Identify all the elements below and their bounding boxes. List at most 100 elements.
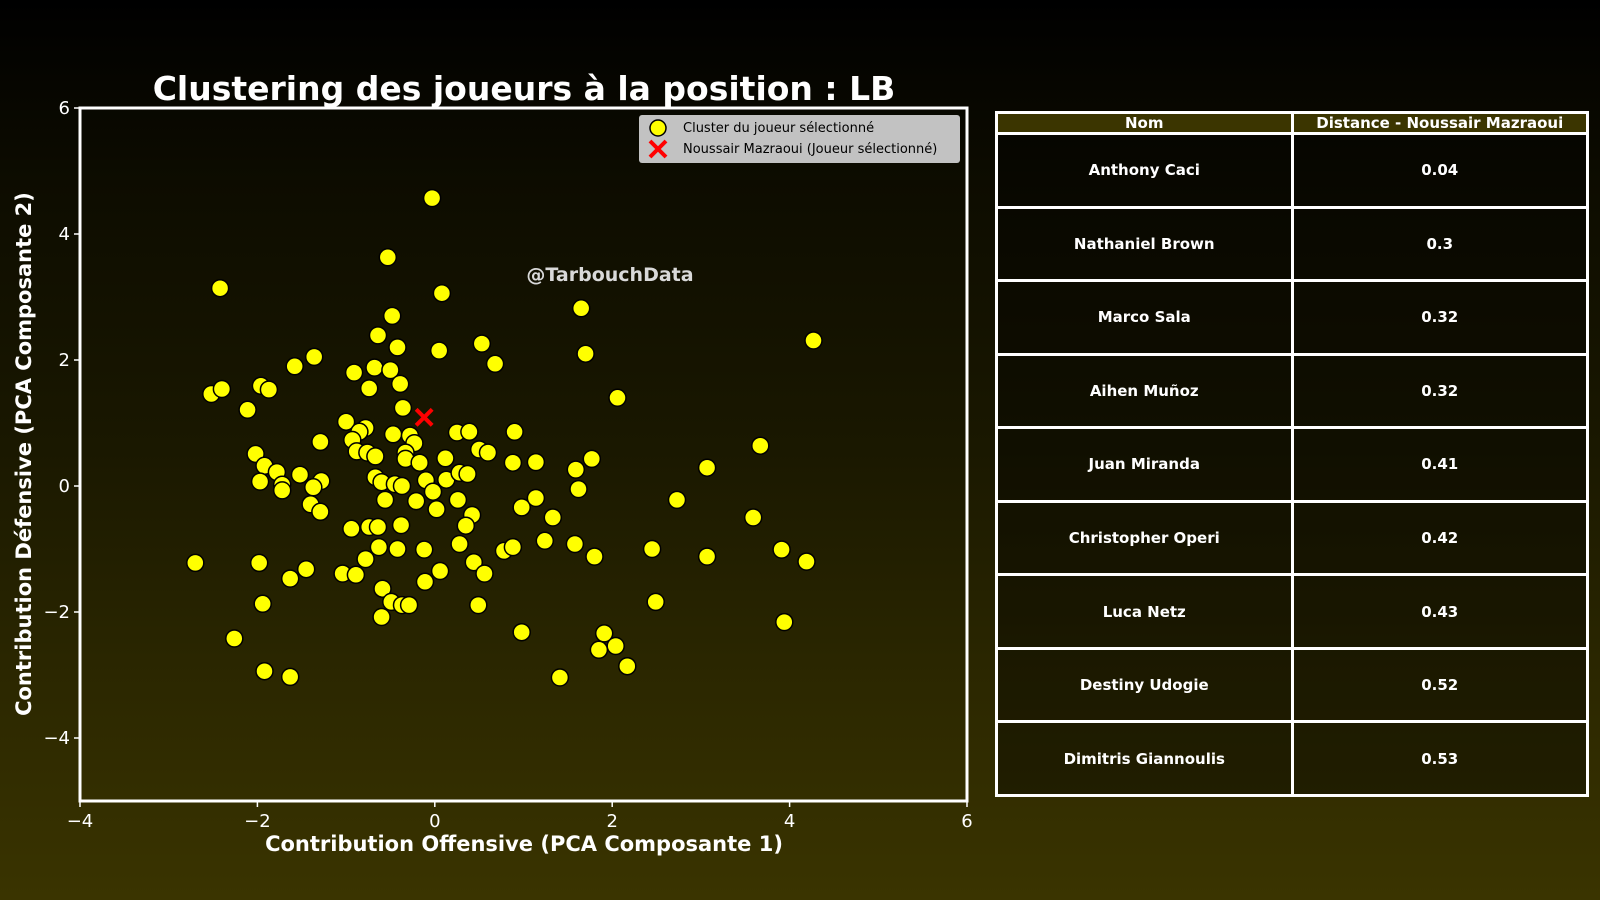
player-distance: 0.43 xyxy=(1290,573,1589,650)
cluster-point xyxy=(304,347,324,367)
cluster-point xyxy=(543,508,563,527)
cluster-point xyxy=(460,422,479,442)
player-distance: 0.41 xyxy=(1290,426,1589,503)
cluster-point xyxy=(565,534,585,554)
cluster-point xyxy=(272,481,292,500)
cluster-point xyxy=(475,564,494,583)
cluster-point xyxy=(365,358,384,377)
cluster-point xyxy=(414,540,434,559)
player-name: Juan Miranda xyxy=(995,426,1294,503)
cluster-point xyxy=(381,360,400,380)
cluster-point xyxy=(576,344,595,363)
cluster-point xyxy=(472,334,492,353)
legend-selected-marker xyxy=(648,139,668,159)
cluster-point xyxy=(464,552,484,572)
header-distance: Distance - Noussair Mazraoui xyxy=(1290,111,1589,135)
cluster-point xyxy=(429,341,449,360)
player-distance: 0.32 xyxy=(1290,279,1589,356)
x-tick-label: 6 xyxy=(961,811,972,832)
cluster-point xyxy=(304,478,323,497)
cluster-point xyxy=(375,490,395,510)
cluster-point xyxy=(366,447,385,466)
cluster-point xyxy=(458,464,477,484)
cluster-point xyxy=(697,547,717,566)
player-name: Nathaniel Brown xyxy=(995,205,1294,283)
legend-selected-label: Noussair Mazraoui (Joueur sélectionné) xyxy=(683,142,937,157)
cluster-point xyxy=(526,452,546,472)
table-row: Dimitris Giannoulis 0.53 xyxy=(995,720,1589,797)
y-tick-label: 6 xyxy=(59,98,70,119)
cluster-point xyxy=(448,490,468,510)
cluster-point xyxy=(667,490,687,510)
cluster-point xyxy=(373,579,392,598)
table-row: Marco Sala 0.32 xyxy=(995,279,1589,356)
player-name: Luca Netz xyxy=(995,573,1294,650)
cluster-point xyxy=(569,479,588,499)
cluster-point xyxy=(432,283,452,303)
table-header-row: Nom Distance - Noussair Mazraoui xyxy=(995,111,1589,135)
legend: Cluster du joueur sélectionné Noussair M… xyxy=(639,115,960,163)
cluster-point xyxy=(290,465,310,484)
cluster-point xyxy=(311,432,330,452)
cluster-point xyxy=(344,363,364,382)
cluster-point xyxy=(772,540,791,559)
cluster-point xyxy=(259,380,279,399)
player-distance: 0.52 xyxy=(1290,646,1589,724)
player-name: Anthony Caci xyxy=(995,132,1294,209)
legend-box xyxy=(639,115,960,163)
cluster-point xyxy=(582,449,602,469)
cluster-point xyxy=(280,667,300,687)
player-name: Christopher Operi xyxy=(995,499,1294,577)
cluster-point xyxy=(186,553,205,573)
cluster-point xyxy=(751,436,770,455)
cluster-point xyxy=(342,519,361,539)
cluster-point xyxy=(450,534,469,554)
cluster-point xyxy=(372,607,391,627)
cluster-point xyxy=(775,612,794,632)
cluster-point xyxy=(422,188,442,208)
cluster-point xyxy=(512,498,531,517)
cluster-point xyxy=(427,500,446,519)
y-axis-label: Contribution Défensive (PCA Composante 2… xyxy=(12,192,36,716)
y-tick-label: −4 xyxy=(43,728,70,749)
x-tick-label: 4 xyxy=(784,811,795,832)
cluster-point xyxy=(743,508,763,527)
cluster-point xyxy=(346,565,366,585)
y-tick-label: 4 xyxy=(59,224,70,245)
cluster-point xyxy=(642,539,662,559)
player-distance: 0.42 xyxy=(1290,499,1589,577)
cluster-point xyxy=(430,561,450,581)
player-name: Dimitris Giannoulis xyxy=(995,720,1294,797)
cluster-point xyxy=(285,357,304,376)
table-row: Aihen Muñoz 0.32 xyxy=(995,352,1589,430)
cluster-point xyxy=(388,338,407,357)
table-row: Nathaniel Brown 0.3 xyxy=(995,205,1589,283)
cluster-point xyxy=(369,537,389,557)
cluster-point xyxy=(503,453,523,472)
selected-layer xyxy=(414,407,434,427)
player-distance: 0.32 xyxy=(1290,352,1589,430)
cluster-point xyxy=(608,388,627,408)
player-name: Marco Sala xyxy=(995,279,1294,356)
cluster-point xyxy=(550,668,570,687)
x-tick-label: −4 xyxy=(67,811,94,832)
x-axis-label: Contribution Offensive (PCA Composante 1… xyxy=(265,832,783,856)
plot-frame xyxy=(78,106,969,803)
cluster-point xyxy=(336,412,356,431)
cluster-point xyxy=(589,640,609,660)
cluster-point xyxy=(406,491,426,511)
x-tick-label: 2 xyxy=(606,811,617,832)
cluster-point xyxy=(356,549,375,569)
cluster-point xyxy=(238,400,257,420)
cluster-point xyxy=(212,379,232,399)
cluster-point xyxy=(368,517,388,537)
cluster-point xyxy=(392,476,412,496)
cluster-point xyxy=(391,515,411,535)
cluster-point xyxy=(456,516,476,535)
cluster-point xyxy=(415,572,435,592)
cluster-point xyxy=(399,595,419,615)
cluster-point xyxy=(503,537,523,557)
legend-cluster-marker xyxy=(649,119,667,137)
cluster-point xyxy=(249,553,269,573)
